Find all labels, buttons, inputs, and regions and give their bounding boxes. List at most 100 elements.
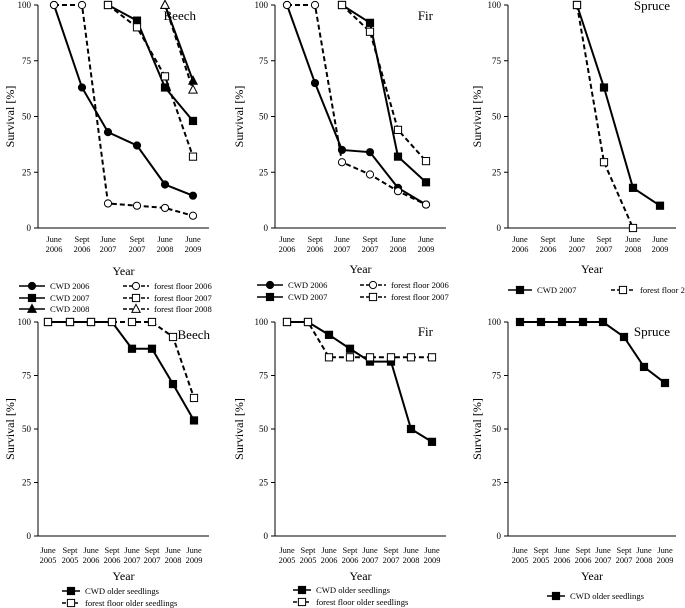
x-tick-label: June 2008 xyxy=(390,235,407,254)
panel-title: Fir xyxy=(418,324,434,339)
x-tick-label: June 2007 xyxy=(569,235,586,254)
data-point xyxy=(168,379,178,389)
data-point xyxy=(188,116,198,126)
data-point xyxy=(86,317,96,327)
x-tick-label: June 2008 xyxy=(165,546,182,565)
legend: CWD older seedlings xyxy=(547,591,645,601)
legend-swatch-marker xyxy=(26,303,38,313)
y-tick-label: 25 xyxy=(259,167,269,177)
data-point xyxy=(168,332,178,342)
series-line xyxy=(287,321,432,359)
y-tick-label: 75 xyxy=(492,56,502,66)
y-tick-label: 100 xyxy=(488,0,502,10)
x-tick-label: Sept 2007 xyxy=(616,546,633,565)
chart-panel-1-beech: 0 25 50 75 100 June 2006 Sept 2006 June 2007 Sept 20… xyxy=(3,0,212,314)
series-cwd-2007 xyxy=(572,0,665,210)
x-axis-title: Year xyxy=(112,264,134,278)
y-tick-label: 50 xyxy=(22,112,32,122)
y-tick-label: 25 xyxy=(492,167,502,177)
x-tick-label: June 2008 xyxy=(625,235,642,254)
data-point xyxy=(310,0,320,10)
data-point xyxy=(77,0,87,10)
data-point xyxy=(393,187,403,196)
legend-label: forest floor older seedlings xyxy=(316,597,409,607)
legend-label: forest floor 2006 xyxy=(391,280,449,290)
y-tick-label: 50 xyxy=(259,112,269,122)
y-tick-label: 100 xyxy=(255,0,269,10)
series-forest-floor-2008 xyxy=(159,0,199,94)
data-point xyxy=(427,353,437,362)
y-axis-title: Survival [%] xyxy=(3,398,17,460)
series-line xyxy=(164,4,194,82)
legend-label: CWD 2008 xyxy=(50,304,89,314)
x-tick-label: Sept 2007 xyxy=(383,546,400,565)
legend-swatch-marker xyxy=(131,281,141,291)
y-tick-label: 75 xyxy=(492,371,502,381)
x-tick-label: June 2009 xyxy=(185,235,202,254)
y-axis-title: Survival [%] xyxy=(470,398,484,460)
legend-label: CWD 2006 xyxy=(50,281,90,291)
data-point xyxy=(660,378,670,388)
data-point xyxy=(159,0,171,9)
data-point xyxy=(628,183,638,192)
series-cwd-older-seedlings xyxy=(515,317,670,388)
legend-swatch-marker xyxy=(551,591,561,601)
series-line xyxy=(341,4,427,162)
data-point xyxy=(49,0,59,10)
legend-label: CWD 2007 xyxy=(288,292,328,302)
y-tick-label: 75 xyxy=(259,371,269,381)
data-point xyxy=(337,0,347,10)
y-axis-title: Survival [%] xyxy=(470,86,484,148)
x-tick-label: Sept 2007 xyxy=(596,235,613,254)
series-forest-floor-2006 xyxy=(49,0,198,220)
series-forest-floor-2006 xyxy=(282,0,431,209)
x-tick-label: June 2009 xyxy=(652,235,669,254)
x-tick-label: Sept 2007 xyxy=(129,235,146,254)
panel-title: Spruce xyxy=(634,324,670,339)
data-point xyxy=(77,83,87,92)
chart-panel-3-spruce: 0 25 50 75 100 June 2006 Sept 2006 June 2007 Sept 20… xyxy=(470,0,685,295)
data-point xyxy=(421,200,431,209)
data-point xyxy=(310,78,320,88)
x-tick-label: June 2006 xyxy=(512,235,529,254)
legend: CWD 2006 forest floor 2006 CWD 2007 forest … xyxy=(257,280,449,302)
x-tick-label: June 2007 xyxy=(124,546,141,565)
legend: CWD older seedlings forest floor older se… xyxy=(62,586,178,608)
legend-swatch-marker xyxy=(368,280,378,290)
chart-panel-2-fir: 0 25 50 75 100 June 2006 Sept 2006 June 2007 Sept 20… xyxy=(232,0,449,302)
data-point xyxy=(345,353,355,362)
legend-swatch-marker xyxy=(618,285,628,295)
legend: CWD 2006 forest floor 2006 CWD 2007 forest … xyxy=(19,281,212,314)
data-point xyxy=(406,424,416,434)
x-tick-label: Sept 2006 xyxy=(307,235,324,254)
data-point xyxy=(421,178,431,187)
data-point xyxy=(324,353,334,362)
series-line xyxy=(576,4,634,229)
x-tick-label: June 2006 xyxy=(279,235,296,254)
data-point xyxy=(619,332,629,342)
y-tick-label: 0 xyxy=(264,531,269,541)
data-point xyxy=(160,180,170,189)
x-tick-label: Sept 2005 xyxy=(533,546,550,565)
series-line xyxy=(287,4,427,206)
data-point xyxy=(345,344,355,353)
data-point xyxy=(365,18,375,27)
x-tick-label: Sept 2007 xyxy=(144,546,161,565)
legend-label: CWD 2007 xyxy=(537,285,577,295)
data-point xyxy=(599,158,609,167)
x-tick-label: June 2009 xyxy=(424,546,441,565)
y-tick-label: 0 xyxy=(497,223,502,233)
data-point xyxy=(160,83,170,92)
x-tick-label: Sept 2005 xyxy=(300,546,317,565)
x-tick-label: June 2008 xyxy=(636,546,653,565)
data-point xyxy=(655,201,665,210)
panel-title: Beech xyxy=(178,327,211,342)
data-point xyxy=(189,393,199,403)
x-tick-label: June 2006 xyxy=(46,235,63,254)
legend-swatch-marker xyxy=(66,586,76,596)
legend-swatch-marker xyxy=(265,280,275,290)
legend-label: CWD older seedlings xyxy=(570,591,645,601)
data-point xyxy=(578,317,588,327)
x-tick-label: June 2005 xyxy=(40,546,57,565)
